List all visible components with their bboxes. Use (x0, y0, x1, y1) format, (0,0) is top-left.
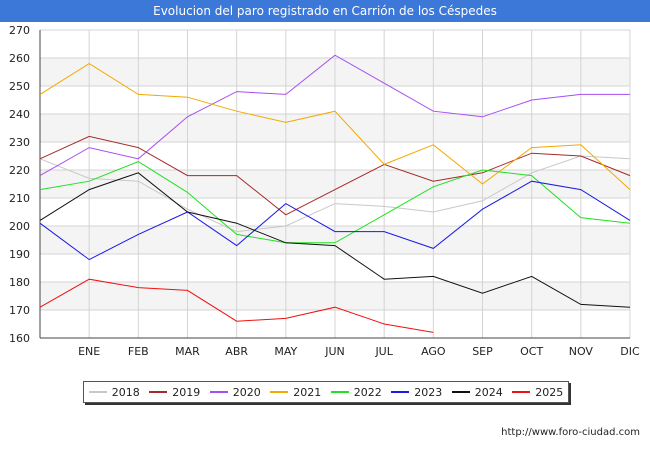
x-tick-label: NOV (569, 345, 594, 358)
legend-swatch (451, 391, 470, 393)
x-tick-label: AGO (421, 345, 446, 358)
series-line-2018 (39, 155, 631, 233)
y-tick-label: 250 (9, 80, 30, 93)
x-tick-label: OCT (520, 345, 543, 358)
legend-item-2023: 2023 (391, 386, 442, 399)
series-line-2022 (39, 161, 631, 244)
legend-label: 2023 (414, 385, 443, 399)
y-tick-label: 240 (9, 108, 30, 121)
legend-swatch (330, 391, 349, 393)
legend-label: 2019 (172, 385, 201, 399)
x-tick-label: MAR (175, 345, 200, 358)
series-line-2019 (39, 135, 631, 216)
x-tick-label: FEB (128, 345, 149, 358)
x-tick-label: JUL (374, 345, 393, 358)
legend-label: 2021 (293, 385, 322, 399)
legend-swatch (391, 391, 410, 393)
y-tick-label: 220 (9, 164, 30, 177)
legend-swatch (209, 391, 228, 393)
series-line-2024 (39, 172, 631, 308)
legend-item-2024: 2024 (451, 385, 503, 399)
legend-item-2018: 2018 (88, 385, 140, 399)
y-tick-label: 160 (9, 332, 30, 345)
y-tick-label: 170 (9, 304, 30, 317)
legend-item-2025: 2025 (512, 386, 563, 399)
legend-label: 2025 (535, 385, 564, 399)
legend-item-2021: 2021 (270, 386, 321, 399)
footer-url[interactable]: http://www.foro-ciudad.com (501, 427, 640, 438)
legend-label: 2024 (474, 385, 503, 399)
series-line-2020 (39, 54, 630, 177)
chart-legend: 2018 2019 2020 2021 2022 2023 2024 2025 (83, 381, 569, 403)
legend-swatch (149, 391, 168, 393)
legend-swatch (512, 391, 531, 393)
legend-item-2022: 2022 (330, 385, 382, 399)
x-tick-label: JUN (324, 345, 345, 358)
y-tick-label: 260 (9, 52, 30, 65)
legend-swatch (270, 391, 289, 393)
x-tick-label: DIC (620, 345, 640, 358)
y-tick-label: 200 (9, 220, 30, 233)
legend-label: 2020 (232, 385, 261, 399)
y-tick-label: 190 (9, 248, 30, 261)
chart-title: Evolucion del paro registrado en Carrión… (0, 0, 650, 22)
legend-label: 2022 (353, 385, 382, 399)
y-tick-label: 270 (9, 24, 30, 37)
legend-swatch (88, 391, 107, 393)
y-tick-label: 210 (9, 192, 30, 205)
x-tick-label: SEP (472, 345, 493, 358)
x-tick-label: MAY (274, 345, 297, 358)
y-tick-label: 180 (9, 276, 30, 289)
series-line-2023 (39, 180, 631, 261)
series-line-2021 (39, 63, 631, 190)
series-line-2025 (39, 278, 434, 333)
legend-item-2019: 2019 (149, 386, 200, 399)
legend-item-2020: 2020 (209, 385, 261, 399)
y-tick-label: 230 (9, 136, 30, 149)
legend-label: 2018 (111, 385, 140, 399)
x-tick-label: ABR (225, 345, 248, 358)
x-tick-label: ENE (78, 345, 100, 358)
